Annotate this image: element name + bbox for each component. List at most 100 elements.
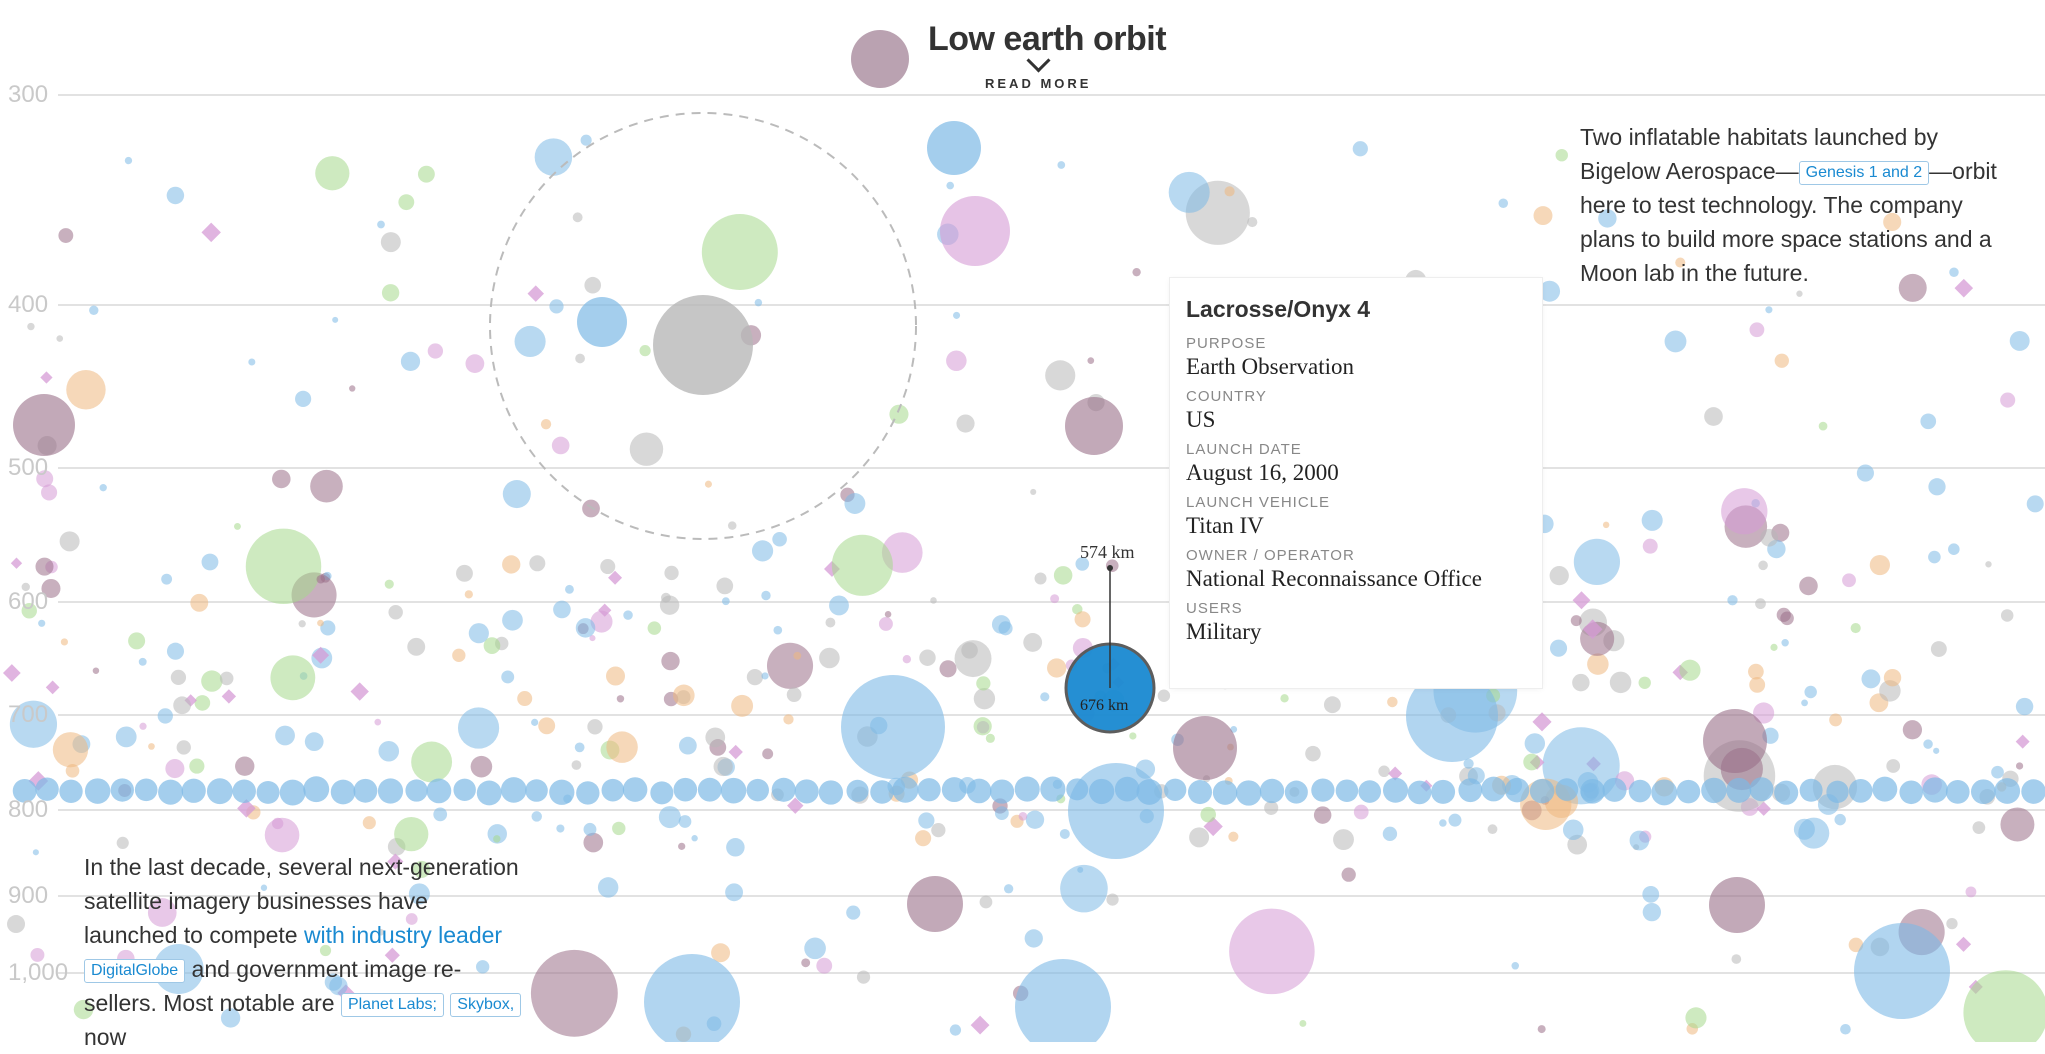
satellite-dot[interactable] <box>1387 696 1398 708</box>
satellite-dot[interactable] <box>761 672 769 680</box>
satellite-dot[interactable] <box>884 610 892 618</box>
satellite-dot[interactable] <box>1087 357 1095 364</box>
satellite-dot[interactable] <box>766 642 814 689</box>
satellite-dot[interactable] <box>1628 779 1652 803</box>
satellite-dot[interactable] <box>1050 594 1060 604</box>
satellite-dot[interactable] <box>549 779 575 805</box>
satellite-dot[interactable] <box>1850 622 1861 634</box>
satellite-dot[interactable] <box>1869 554 1890 576</box>
satellite-dot[interactable] <box>525 779 548 802</box>
satellite-dot[interactable] <box>452 648 466 662</box>
satellite-dot[interactable] <box>556 824 565 833</box>
satellite-dot[interactable] <box>746 778 769 802</box>
satellite-dot[interactable] <box>1842 573 1856 588</box>
satellite-dot[interactable] <box>597 877 619 898</box>
satellite-dot[interactable] <box>73 999 94 1020</box>
satellite-dot[interactable] <box>575 353 585 364</box>
satellite-dot[interactable] <box>600 559 616 575</box>
satellite-dot[interactable] <box>590 610 613 633</box>
satellite-dot[interactable] <box>647 621 662 635</box>
satellite-dot[interactable] <box>362 816 376 830</box>
satellite-dot[interactable] <box>272 469 291 489</box>
satellite-dot[interactable] <box>201 670 223 692</box>
satellite-dot[interactable] <box>13 394 75 456</box>
satellite-dot[interactable] <box>529 555 546 572</box>
satellite-dot[interactable] <box>298 620 306 628</box>
satellite-dot[interactable] <box>1721 488 1768 535</box>
satellite-diamond[interactable] <box>527 285 545 302</box>
satellite-dot[interactable] <box>1353 804 1369 820</box>
satellite-dot[interactable] <box>476 960 490 974</box>
satellite-dot[interactable] <box>976 720 990 734</box>
satellite-dot[interactable] <box>295 390 312 407</box>
satellite-dot[interactable] <box>115 726 137 748</box>
satellite-dot[interactable] <box>691 835 698 842</box>
satellite-dot[interactable] <box>380 232 401 253</box>
satellite-dot[interactable] <box>1014 776 1040 802</box>
satellite-dot[interactable] <box>582 499 600 518</box>
satellite-dot[interactable] <box>349 385 356 392</box>
satellite-dot[interactable] <box>1382 826 1398 841</box>
satellite-dot[interactable] <box>245 528 322 605</box>
satellite-dot[interactable] <box>456 564 473 582</box>
satellite-dot[interactable] <box>1642 902 1662 922</box>
satellite-dot[interactable] <box>1963 970 2045 1042</box>
planet-labs-tag[interactable]: Planet Labs; <box>340 992 444 1017</box>
satellite-dot[interactable] <box>1284 780 1308 804</box>
satellite-diamond[interactable] <box>1955 936 1972 952</box>
satellite-dot[interactable] <box>644 954 740 1042</box>
satellite-dot[interactable] <box>1059 828 1070 839</box>
satellite-dot[interactable] <box>549 299 564 314</box>
satellite-dot[interactable] <box>232 779 256 803</box>
satellite-dot[interactable] <box>907 876 963 932</box>
satellite-diamond[interactable] <box>2015 734 2030 749</box>
satellite-dot[interactable] <box>1949 267 1959 278</box>
satellite-dot[interactable] <box>705 727 726 748</box>
satellite-dot[interactable] <box>1280 694 1289 703</box>
satellite-dot[interactable] <box>468 623 489 644</box>
satellite-dot[interactable] <box>1641 509 1663 531</box>
satellite-dot[interactable] <box>60 638 68 646</box>
satellite-diamond[interactable] <box>787 797 804 814</box>
satellite-dot[interactable] <box>844 493 866 514</box>
satellite-dot[interactable] <box>973 687 996 710</box>
read-more-button[interactable]: READ MORE <box>985 48 1091 93</box>
satellite-dot[interactable] <box>1923 739 1933 749</box>
satellite-dot[interactable] <box>930 597 937 604</box>
satellite-dot[interactable] <box>1899 780 1924 805</box>
satellite-dot[interactable] <box>1382 777 1409 803</box>
satellite-dot[interactable] <box>270 655 316 701</box>
satellite-diamond[interactable] <box>970 1015 990 1035</box>
satellite-dot[interactable] <box>1187 780 1213 805</box>
satellite-dot[interactable] <box>1796 290 1803 297</box>
satellite-diamond[interactable] <box>608 570 623 585</box>
satellite-dot[interactable] <box>235 756 255 776</box>
satellite-dot[interactable] <box>1602 521 1610 529</box>
satellite-dot[interactable] <box>1920 413 1937 430</box>
digitalglobe-tag[interactable]: DigitalGlobe <box>84 958 186 983</box>
satellite-dot[interactable] <box>915 830 932 847</box>
satellite-dot[interactable] <box>1781 638 1789 647</box>
satellite-dot[interactable] <box>2000 392 2016 408</box>
satellite-dot[interactable] <box>319 944 332 957</box>
satellite-dot[interactable] <box>1758 560 1768 571</box>
satellite-dot[interactable] <box>303 776 330 803</box>
satellite-dot[interactable] <box>320 620 336 636</box>
satellite-dot[interactable] <box>1533 206 1553 226</box>
satellite-dot[interactable] <box>1945 780 1970 804</box>
satellite-dot[interactable] <box>946 181 955 190</box>
satellite-dot[interactable] <box>59 531 80 552</box>
satellite-dot[interactable] <box>248 358 256 366</box>
satellite-dot[interactable] <box>58 228 74 243</box>
satellite-dot[interactable] <box>1200 806 1216 823</box>
satellite-dot[interactable] <box>1075 557 1090 571</box>
satellite-dot[interactable] <box>157 708 173 724</box>
satellite-dot[interactable] <box>1299 1019 1307 1027</box>
satellite-dot[interactable] <box>846 779 869 802</box>
satellite-dot[interactable] <box>612 821 626 836</box>
satellite-dot[interactable] <box>918 812 935 829</box>
satellite-dot[interactable] <box>1025 810 1045 829</box>
satellite-dot[interactable] <box>173 696 191 715</box>
satellite-dot[interactable] <box>138 657 147 666</box>
satellite-dot[interactable] <box>161 573 173 585</box>
